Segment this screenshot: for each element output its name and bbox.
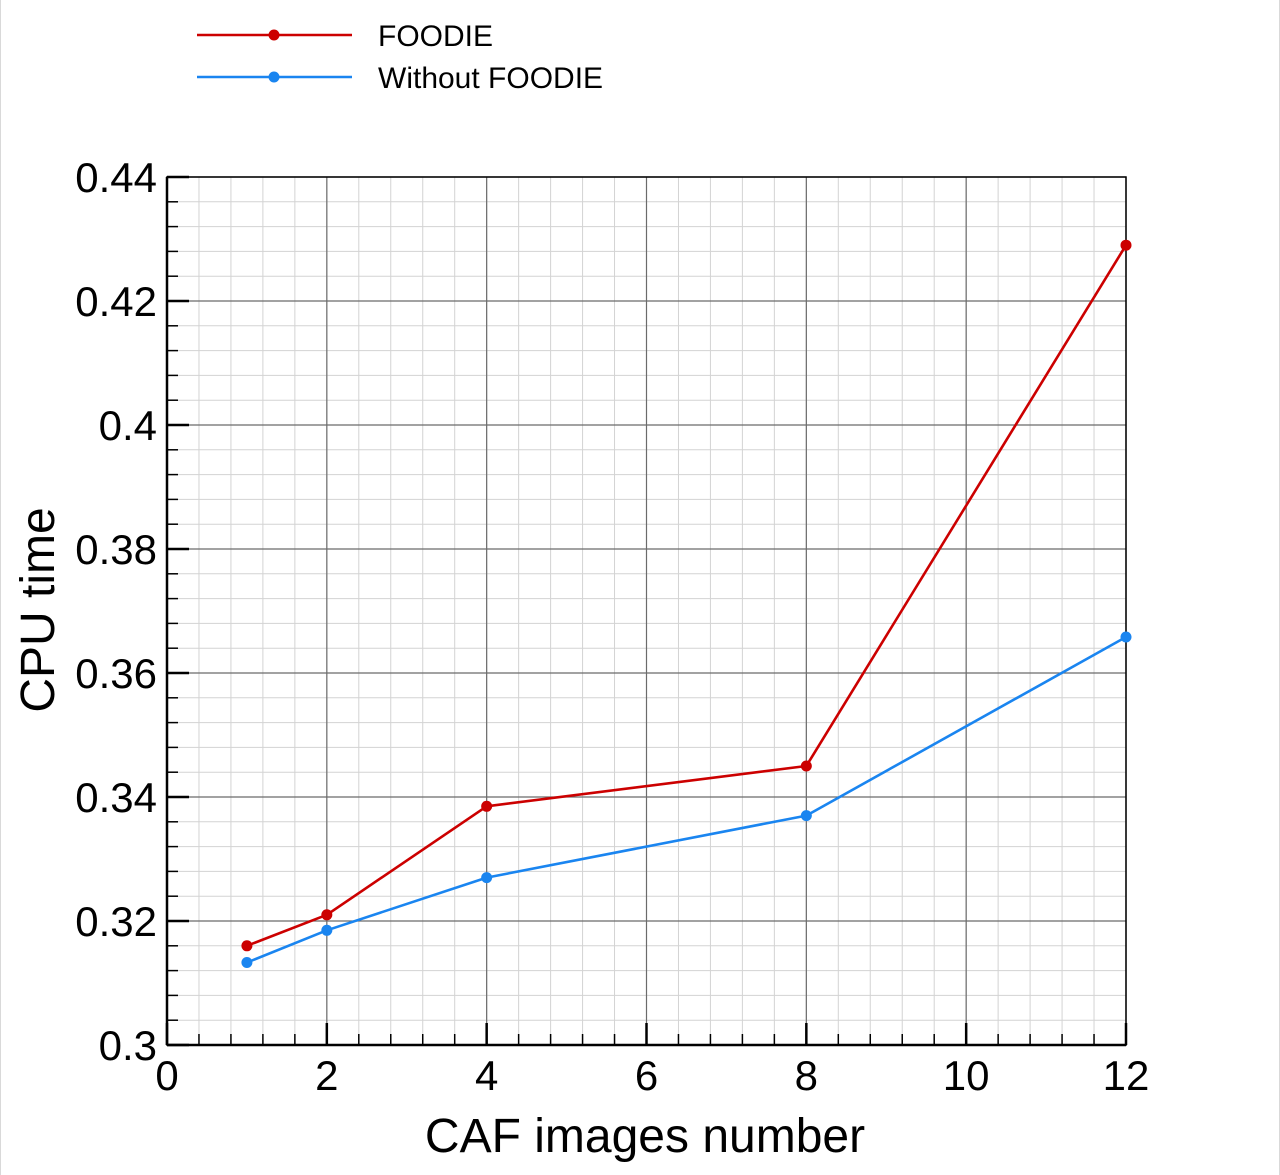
x-tick-labels: 0 2 4 6 8 10 12	[155, 1052, 1149, 1099]
x-tick-label: 2	[315, 1052, 338, 1099]
legend: FOODIE Without FOODIE	[197, 20, 603, 95]
x-tick-label: 6	[635, 1052, 658, 1099]
legend-entry-0: FOODIE	[197, 20, 493, 53]
legend-entry-1: Without FOODIE	[197, 62, 603, 95]
x-tick-label: 8	[795, 1052, 818, 1099]
data-point	[481, 872, 493, 884]
y-tick-label: 0.3	[99, 1022, 157, 1069]
y-axis-label: CPU time	[12, 507, 65, 712]
data-point	[321, 924, 333, 936]
left-edge	[0, 0, 1, 1175]
data-point	[800, 760, 812, 772]
series-0	[241, 239, 1132, 952]
legend-label: FOODIE	[378, 20, 493, 53]
data-point	[800, 810, 812, 822]
y-tick-label: 0.36	[75, 650, 157, 697]
series-1	[241, 631, 1132, 969]
y-tick-label: 0.4	[99, 402, 157, 449]
data-point	[241, 940, 253, 952]
data-point	[1120, 239, 1132, 251]
axis-ticks	[165, 175, 1128, 1047]
y-tick-label: 0.34	[75, 774, 157, 821]
legend-marker	[268, 29, 280, 41]
legend-label: Without FOODIE	[378, 62, 603, 95]
x-tick-label: 4	[475, 1052, 498, 1099]
x-axis-label: CAF images number	[425, 1110, 865, 1163]
y-tick-labels: 0.3 0.32 0.34 0.36 0.38 0.4 0.42 0.44	[75, 154, 157, 1069]
x-tick-label: 10	[943, 1052, 990, 1099]
y-tick-label: 0.42	[75, 278, 157, 325]
major-grid	[166, 176, 1127, 1046]
data-point	[321, 909, 333, 921]
series-layer	[241, 239, 1132, 969]
x-tick-label: 12	[1103, 1052, 1150, 1099]
data-point	[481, 800, 493, 812]
x-tick-label: 0	[155, 1052, 178, 1099]
series-line	[245, 635, 1128, 964]
data-point	[241, 957, 253, 969]
y-tick-label: 0.38	[75, 526, 157, 573]
data-point	[1120, 631, 1132, 643]
legend-marker	[268, 71, 280, 83]
y-tick-label: 0.32	[75, 898, 157, 945]
y-tick-label: 0.44	[75, 154, 157, 201]
